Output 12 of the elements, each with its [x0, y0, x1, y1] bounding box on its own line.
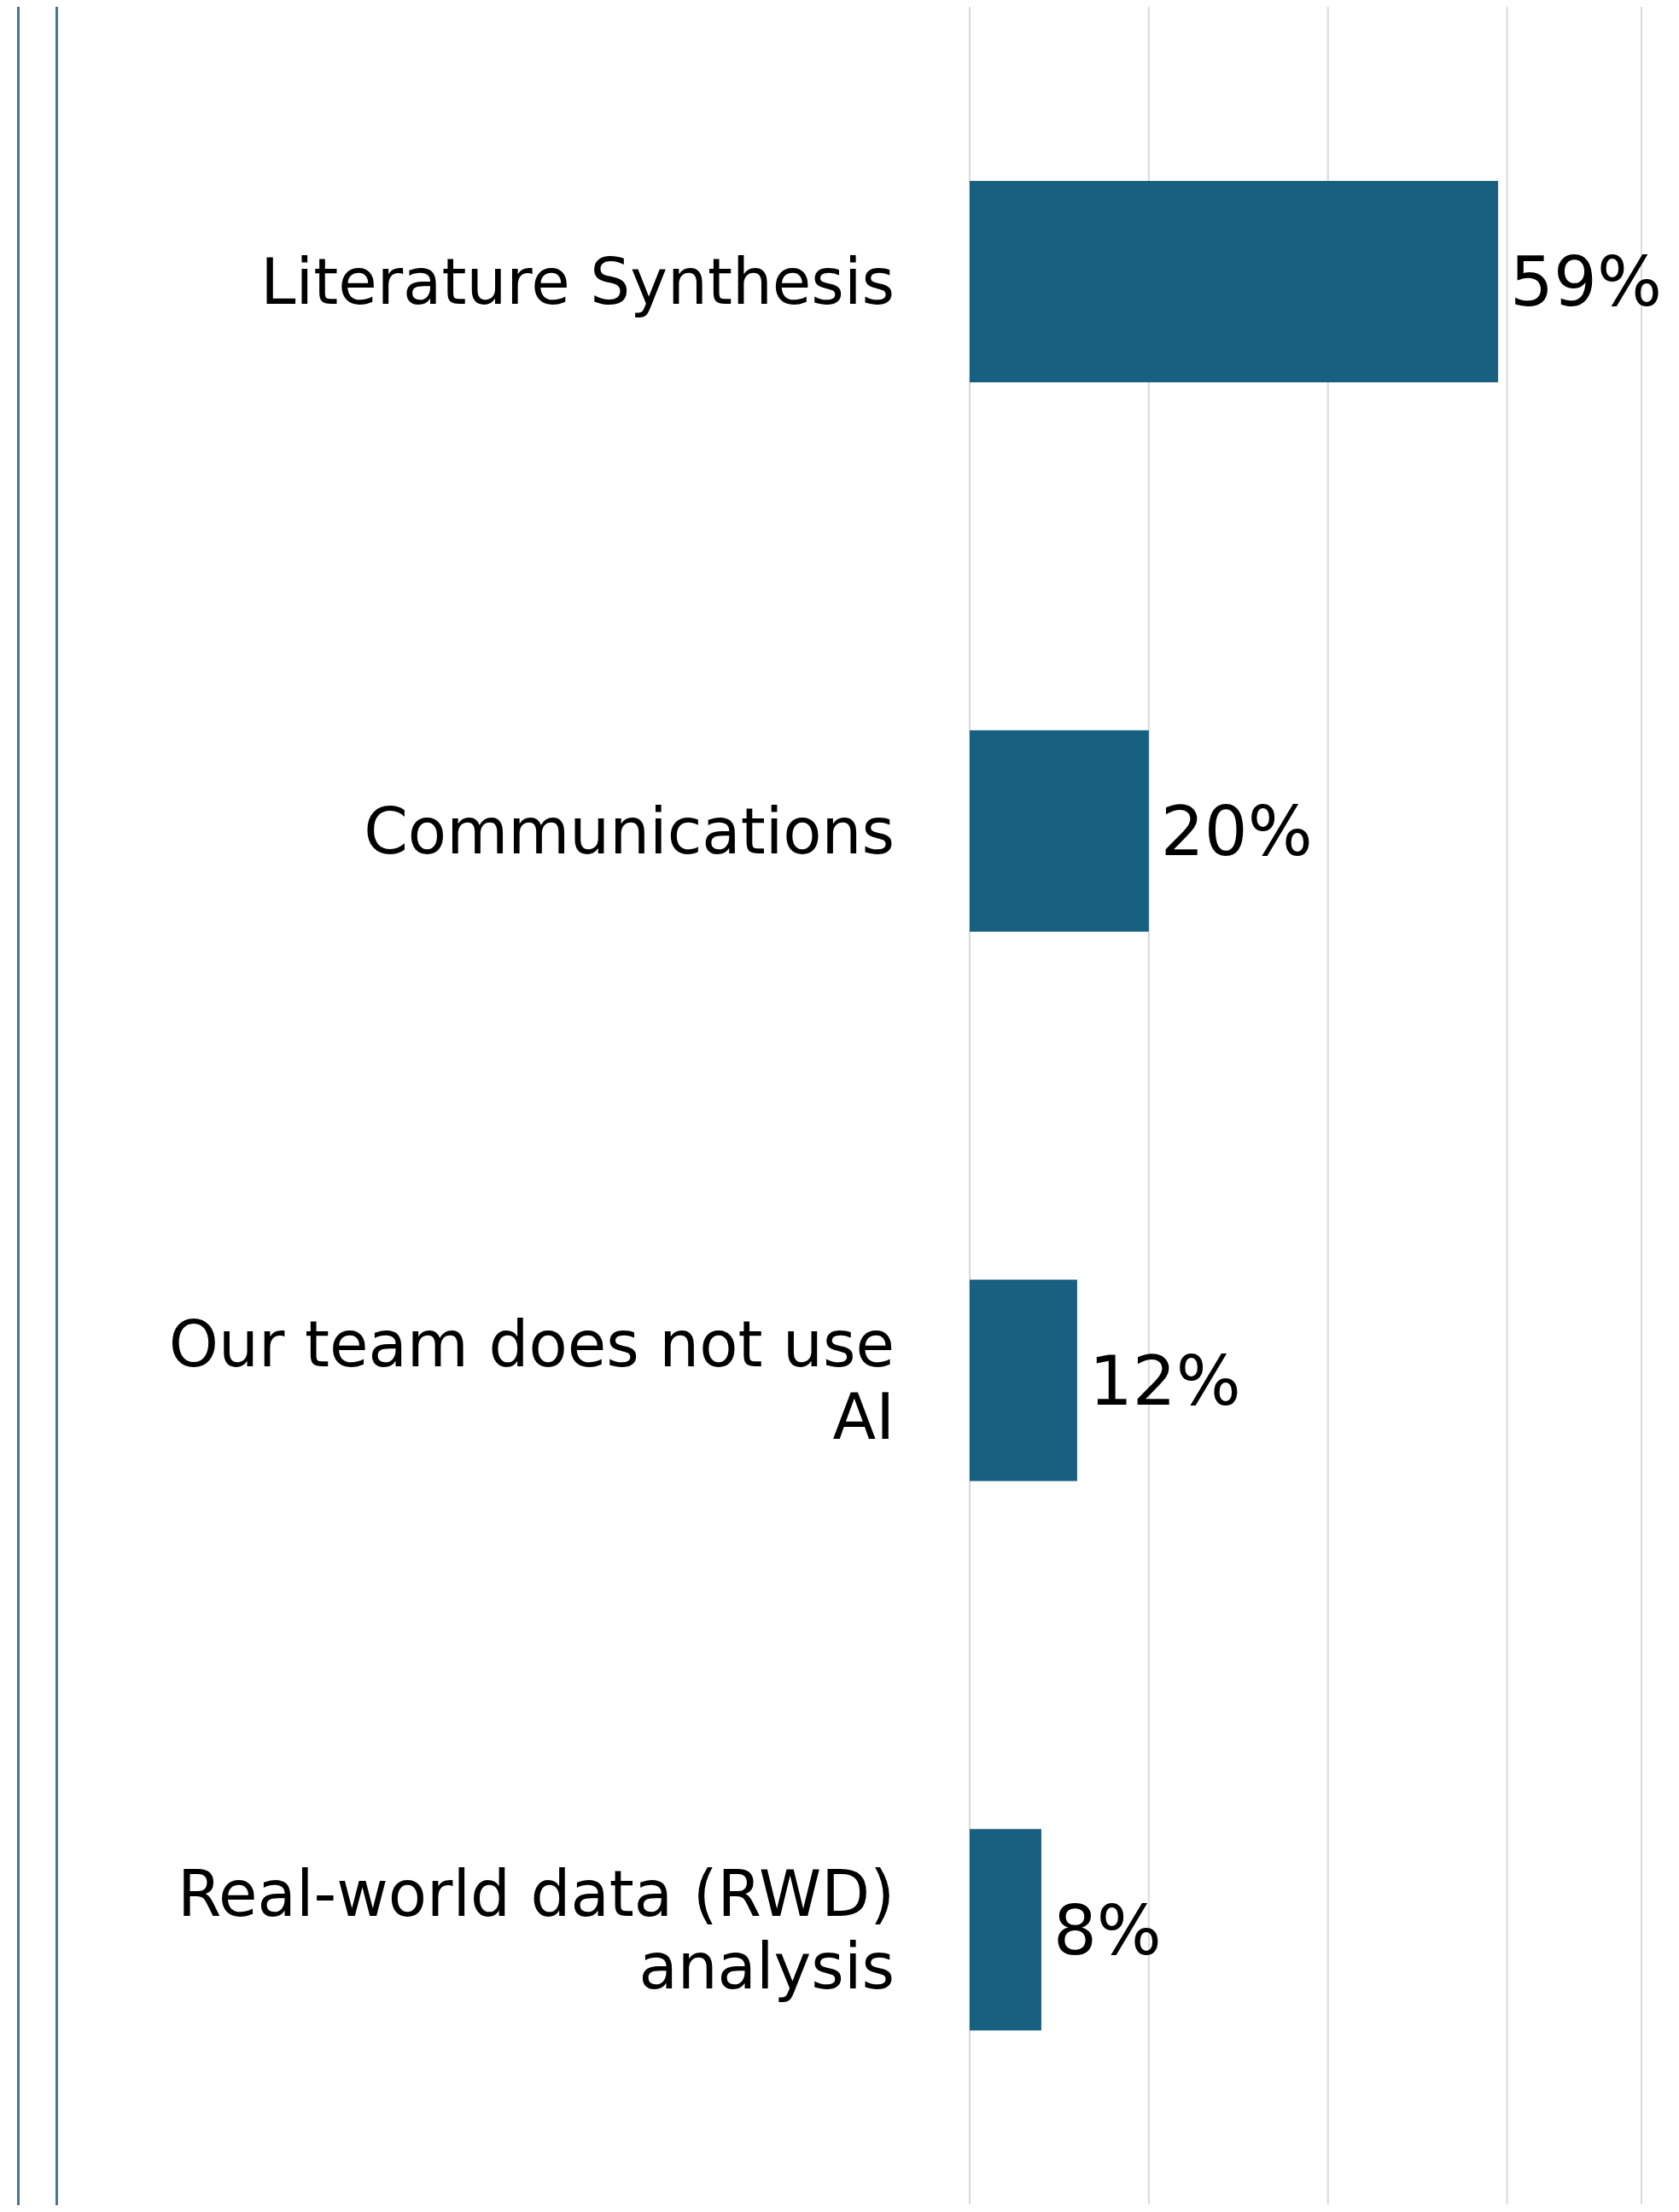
bar [970, 181, 1499, 382]
bar [970, 1279, 1077, 1481]
y-tick-label: Our team does not use AI [168, 1307, 895, 1453]
y-tick-label: Communications [364, 794, 895, 868]
data-label: 20% [1160, 792, 1313, 872]
data-label: 12% [1088, 1341, 1241, 1421]
data-label: 59% [1510, 242, 1662, 323]
y-tick-label: Literature Synthesis [260, 244, 895, 318]
data-label: 8% [1052, 1890, 1162, 1970]
y-tick-label: Real-world data (RWD) analysis [177, 1856, 895, 2003]
bar [970, 1829, 1041, 2031]
bar [970, 730, 1149, 932]
